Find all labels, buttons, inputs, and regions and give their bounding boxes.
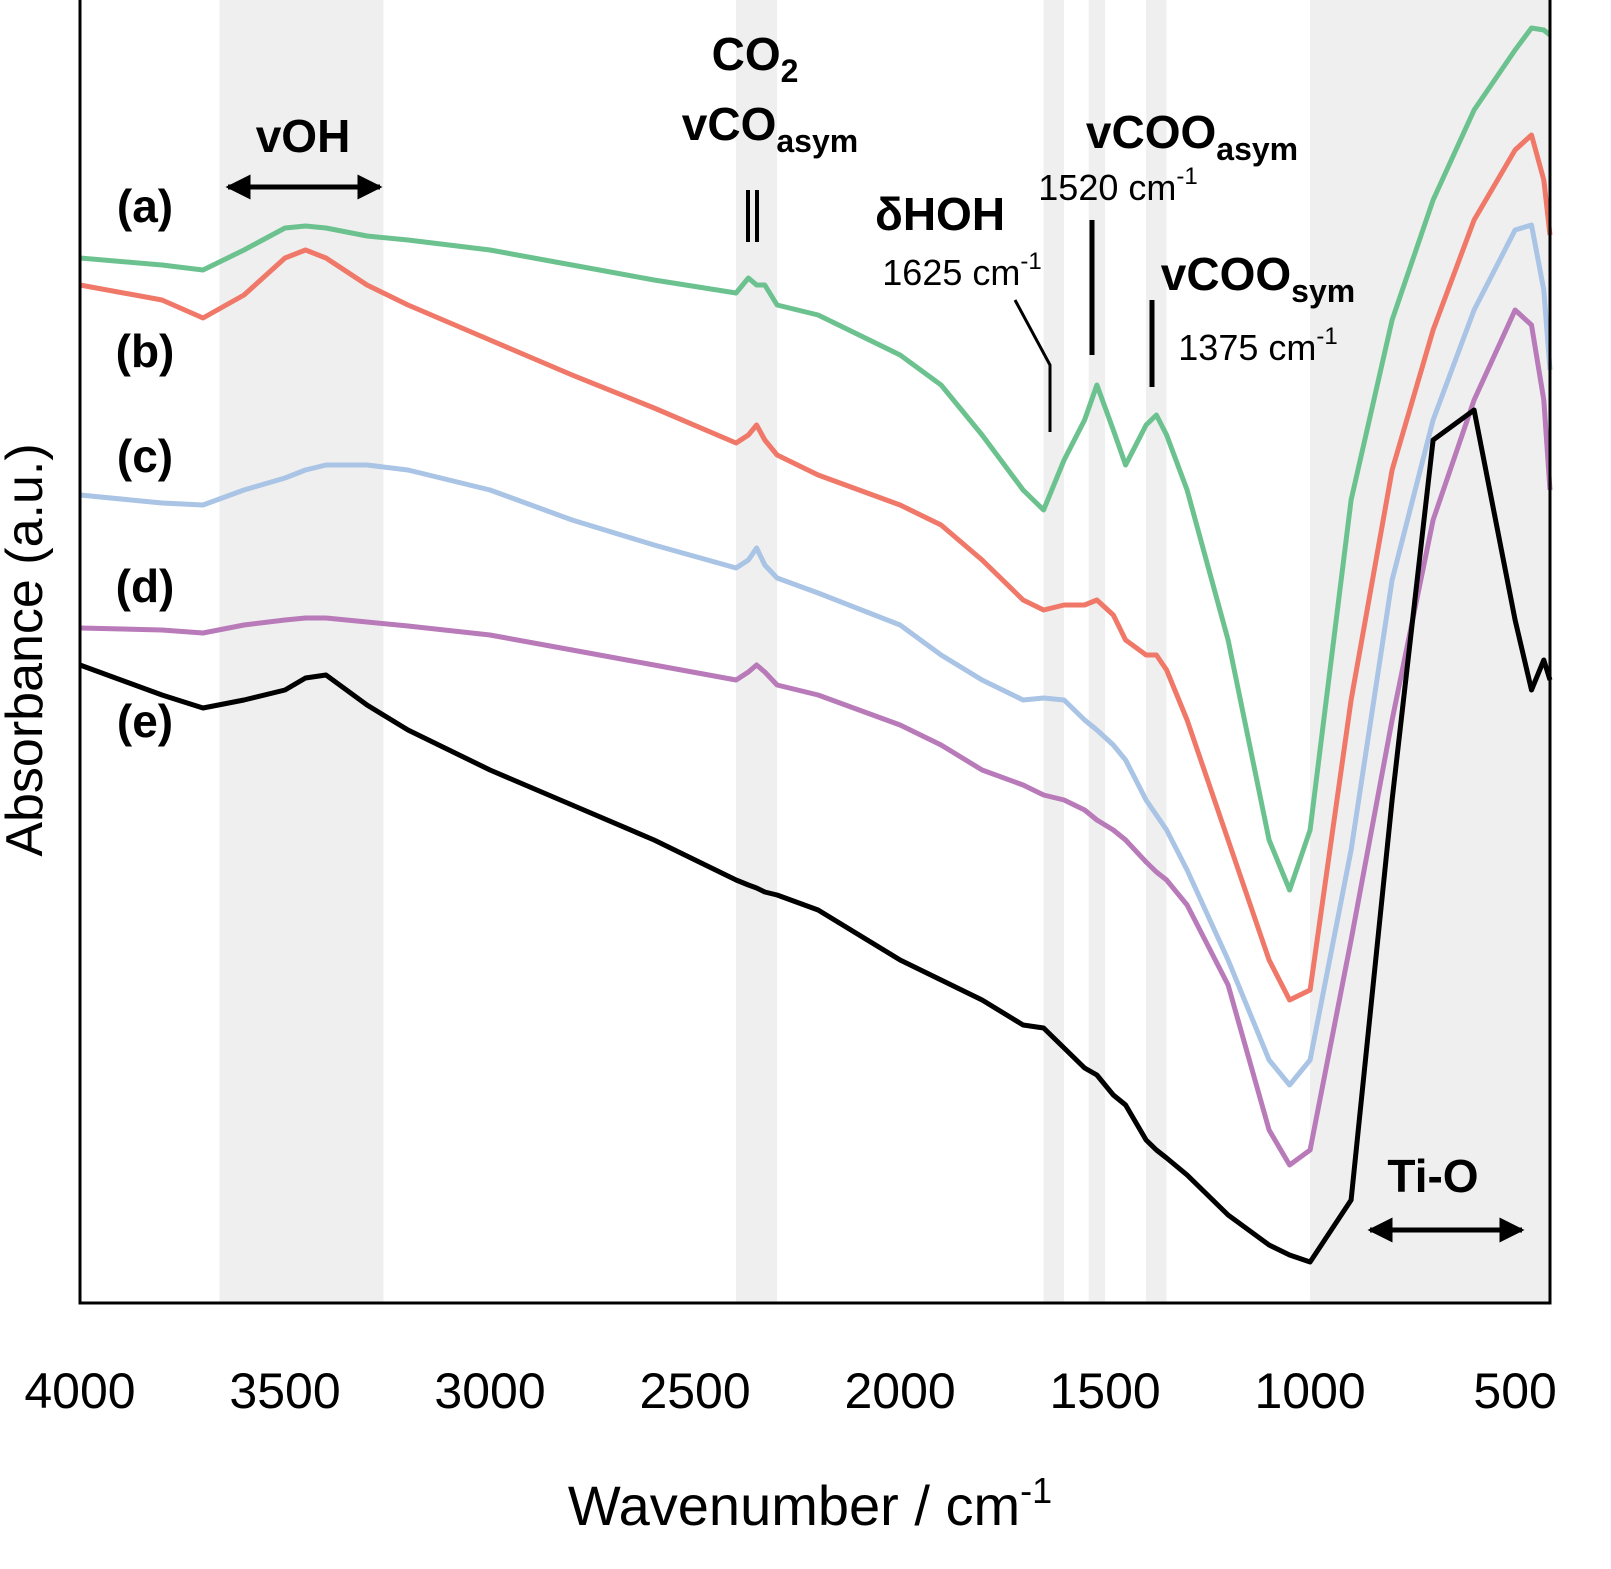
annotation: 1625 cm-1	[882, 248, 1041, 293]
series-label: (c)	[117, 430, 173, 482]
series-label: (b)	[116, 325, 175, 377]
spectrum-line	[79, 25, 1552, 893]
annotation-text: vOH	[256, 110, 351, 162]
annotation-sup: -1	[1176, 163, 1197, 190]
shaded-region	[1310, 0, 1550, 1303]
annotation: 1520 cm-1	[1038, 163, 1197, 208]
annotation-text: δHOH	[875, 188, 1005, 240]
annotation-sup: -1	[1316, 323, 1337, 350]
series-label: (d)	[116, 560, 175, 612]
annotation-text: 1520 cm	[1038, 167, 1176, 208]
y-axis-label: Absorbance (a.u.)	[0, 443, 54, 856]
series-label: (a)	[117, 180, 173, 232]
annotation-sub: asym	[776, 123, 858, 159]
annotation-sub: 2	[781, 53, 799, 89]
x-axis-label-text: Wavenumber / cm	[568, 1474, 1020, 1537]
spectrum-line	[79, 132, 1553, 1003]
x-tick-label: 1500	[1049, 1363, 1160, 1419]
annotation: δHOH	[875, 188, 1005, 240]
annotation-text: 1375 cm	[1178, 327, 1316, 368]
x-tick-label: 4000	[24, 1363, 135, 1419]
x-axis-label: Wavenumber / cm-1	[568, 1470, 1052, 1537]
annotation: vCOOasym	[1086, 106, 1298, 167]
annotation-text: vCOO	[1086, 106, 1216, 158]
annotation: vCOasym	[682, 98, 858, 159]
spectrum-line	[79, 222, 1553, 1088]
annotation-text: vCO	[682, 98, 777, 150]
annotation-sup: -1	[1020, 248, 1041, 275]
shaded-region	[1043, 0, 1065, 1303]
annotation-sub: asym	[1216, 131, 1298, 167]
annotation: Ti-O	[1387, 1150, 1478, 1202]
annotation-text: vCOO	[1161, 248, 1291, 300]
decor	[78, 0, 1552, 1305]
shaded-region	[219, 0, 384, 1303]
annotation-sub: sym	[1291, 273, 1355, 309]
spectrum-line	[79, 307, 1553, 1168]
annotation: CO2	[712, 28, 799, 89]
annotation: vOH	[256, 110, 351, 162]
x-tick-label: 1000	[1255, 1363, 1366, 1419]
x-tick-label: 500	[1473, 1363, 1556, 1419]
x-tick-label: 3000	[434, 1363, 545, 1419]
x-tick-label: 2500	[639, 1363, 750, 1419]
annotation-text: Ti-O	[1387, 1150, 1478, 1202]
axis-frame	[78, 0, 1552, 1305]
plot	[79, 25, 1553, 1265]
x-tick-label: 3500	[229, 1363, 340, 1419]
series-label: (e)	[117, 695, 173, 747]
annotation: vCOOsym	[1161, 248, 1355, 309]
x-tick-label: 2000	[844, 1363, 955, 1419]
x-axis-label-sup: -1	[1020, 1470, 1052, 1511]
annotation-text: 1625 cm	[882, 252, 1020, 293]
annotation-text: CO	[712, 28, 781, 80]
shading	[219, 0, 1550, 1303]
spectrum-line	[79, 407, 1553, 1265]
annotation: 1375 cm-1	[1178, 323, 1337, 368]
marker-line	[1013, 299, 1052, 432]
